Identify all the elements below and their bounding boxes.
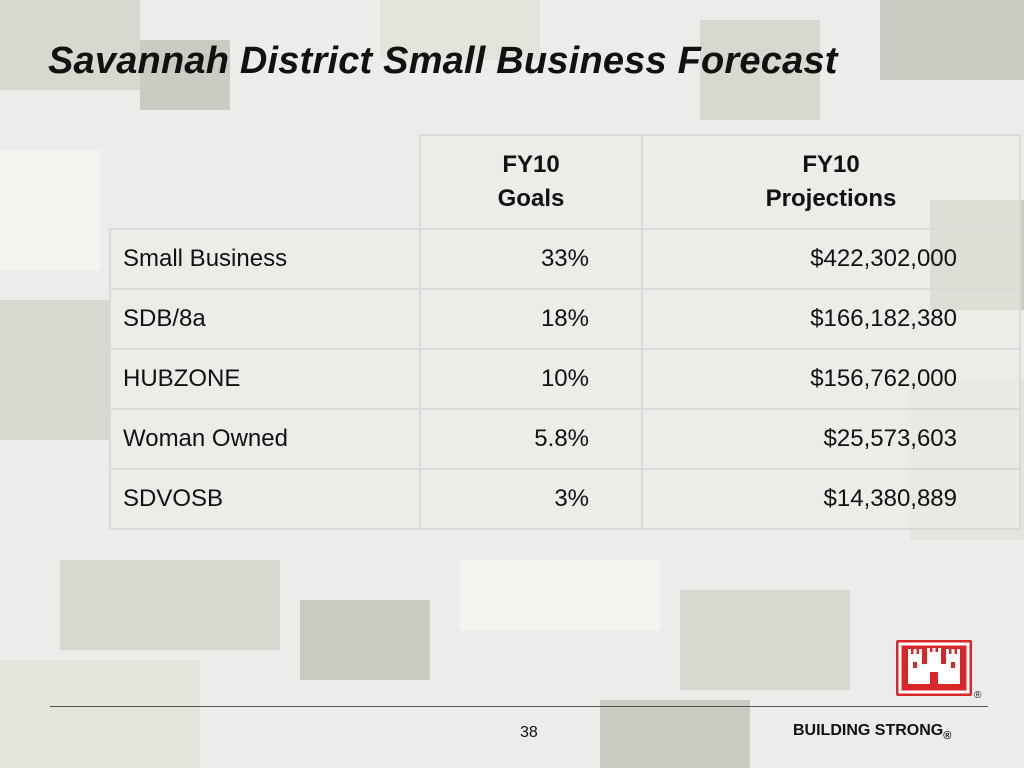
row-label: Small Business: [109, 228, 421, 290]
table-header-row: FY10 Goals FY10 Projections: [110, 134, 1021, 230]
projection-value: $166,182,380: [641, 288, 1021, 350]
projection-value: $14,380,889: [641, 468, 1021, 530]
header-projections-line2: Projections: [765, 185, 897, 212]
header-goals-line1: FY10: [502, 151, 560, 178]
footer-divider: [50, 706, 988, 707]
projection-value: $25,573,603: [641, 408, 1021, 470]
goal-value: 18%: [419, 288, 643, 350]
header-projections-line1: FY10: [802, 151, 860, 178]
goal-value: 33%: [419, 228, 643, 290]
row-label: HUBZONE: [109, 348, 421, 410]
slide-title: Savannah District Small Business Forecas…: [48, 40, 838, 82]
projection-value: $422,302,000: [641, 228, 1021, 290]
header-blank-cell: [110, 135, 421, 230]
table-row: SDB/8a 18% $166,182,380: [109, 288, 1021, 350]
row-label: SDVOSB: [109, 468, 421, 530]
footer-registered-mark: ®: [943, 730, 952, 743]
forecast-table: FY10 Goals FY10 Projections Small Busine…: [109, 134, 1021, 530]
table-row: Woman Owned 5.8% $25,573,603: [109, 408, 1021, 470]
table-row: HUBZONE 10% $156,762,000: [109, 348, 1021, 410]
page-number: 38: [520, 724, 538, 741]
row-label: SDB/8a: [109, 288, 421, 350]
goal-value: 10%: [419, 348, 643, 410]
logo-registered-mark: ®: [974, 690, 982, 701]
header-goals-line2: Goals: [497, 185, 565, 212]
table-row: Small Business 33% $422,302,000: [109, 228, 1021, 290]
footer-brand: BUILDING STRONG®: [793, 722, 951, 742]
goal-value: 3%: [419, 468, 643, 530]
goal-value: 5.8%: [419, 408, 643, 470]
row-label: Woman Owned: [109, 408, 421, 470]
projection-value: $156,762,000: [641, 348, 1021, 410]
header-projections: FY10 Projections: [641, 134, 1021, 230]
footer-brand-text: BUILDING STRONG: [793, 722, 944, 739]
header-goals: FY10 Goals: [419, 134, 643, 230]
table-row: SDVOSB 3% $14,380,889: [109, 468, 1021, 530]
castle-logo-icon: [896, 640, 972, 696]
